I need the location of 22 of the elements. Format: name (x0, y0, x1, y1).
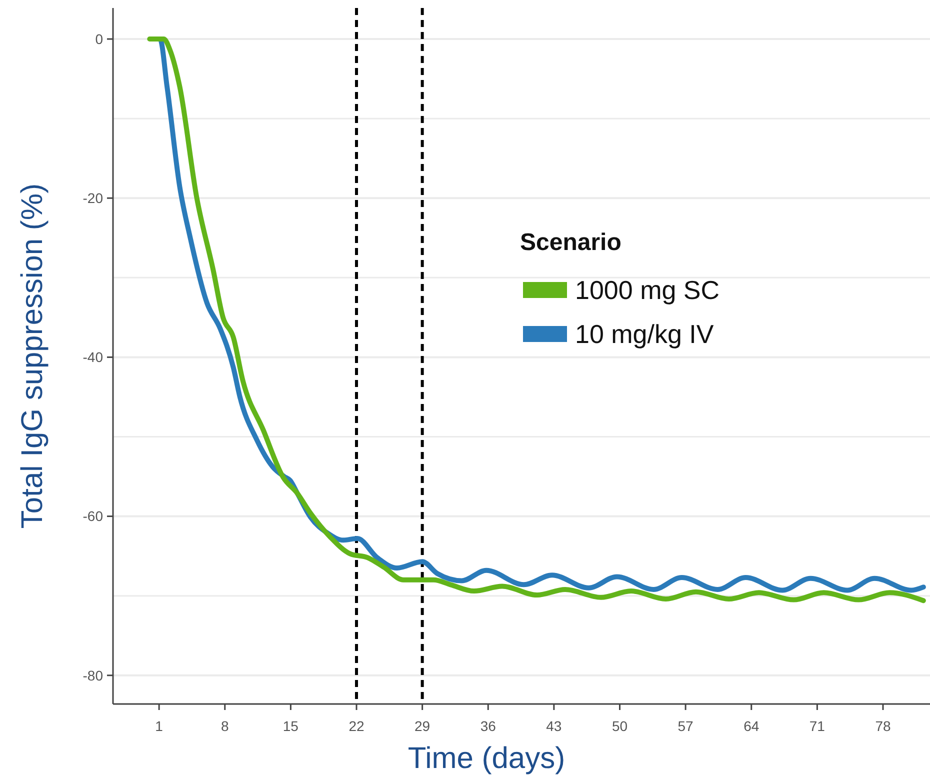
legend-label: 1000 mg SC (575, 275, 720, 306)
y-tick-label: -60 (82, 508, 104, 524)
x-tick-label: 15 (282, 718, 299, 734)
x-tick-label: 22 (348, 718, 364, 734)
legend-title: Scenario (520, 229, 622, 256)
x-tick-label: 57 (678, 718, 694, 734)
legend-label: 10 mg/kg IV (575, 319, 714, 350)
x-tick-label: 1 (155, 718, 164, 734)
x-tick-label: 8 (220, 718, 229, 734)
x-tick-label: 78 (875, 718, 891, 734)
y-tick-label: 0 (95, 30, 104, 47)
y-tick-label: -20 (82, 190, 104, 206)
x-tick-label: 50 (612, 718, 628, 734)
x-tick-label: 43 (546, 718, 562, 734)
x-axis-title: Time (days) (408, 742, 566, 775)
y-axis-title: Total IgG suppression (%) (16, 183, 49, 529)
y-tick-label: -40 (82, 349, 104, 366)
x-tick-label: 36 (480, 718, 496, 734)
x-tick-label: 71 (809, 718, 826, 734)
y-tick-label: -80 (82, 667, 104, 684)
x-tick-label: 64 (744, 718, 760, 734)
x-tick-label: 29 (414, 718, 430, 734)
